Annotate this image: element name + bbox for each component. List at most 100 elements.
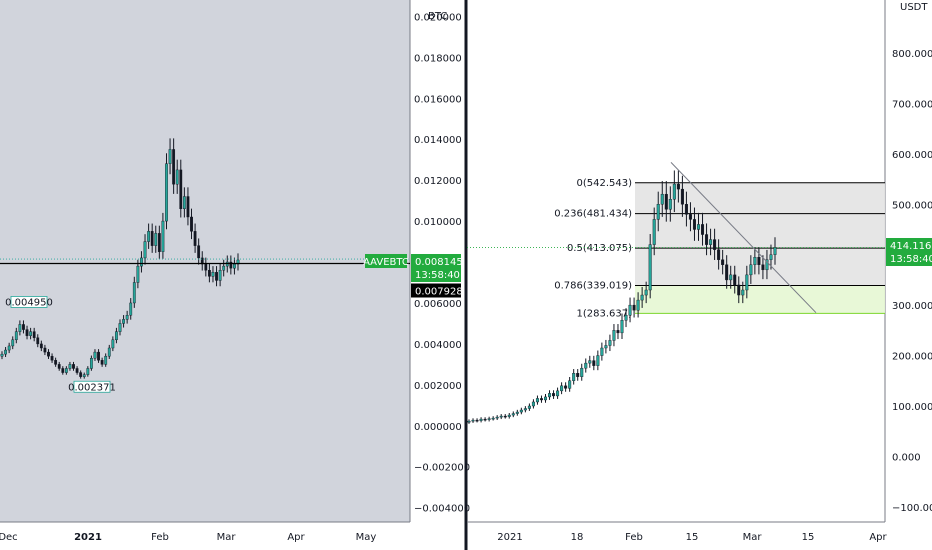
left-x-tick-label: Dec (0, 532, 18, 543)
left-candle-body (222, 265, 226, 271)
left-candle-body (172, 149, 176, 185)
hline-price-tag: 0.007928 (415, 286, 463, 297)
fib-zone (635, 248, 885, 286)
right-candle-body (487, 418, 491, 420)
left-candle-body (11, 339, 15, 347)
right-candle-body (709, 239, 713, 245)
right-candle-body (592, 360, 596, 366)
symbol-tag-box (365, 254, 407, 268)
fib-level-label: 0(542.543) (576, 178, 632, 189)
right-candle-body (507, 414, 511, 417)
right-candle-body (552, 393, 556, 397)
right-candle-body (684, 204, 688, 215)
right-candle-body (636, 299, 640, 311)
left-candle-body (29, 331, 33, 336)
right-candle-body (697, 224, 701, 230)
right-candle-body (749, 264, 753, 276)
left-y-tick-label: 0.020000 (414, 12, 462, 23)
right-candle-body (688, 214, 692, 220)
left-candle-body (22, 324, 25, 330)
right-x-tick-label: Mar (743, 532, 763, 543)
left-candle-body (7, 345, 11, 351)
right-y-tick-label: 300.000 (892, 301, 932, 312)
right-candle-body (761, 264, 765, 271)
left-candle-body (207, 270, 211, 277)
left-candle-body (68, 364, 72, 369)
left-candle-body (161, 220, 165, 252)
left-candle-body (211, 272, 215, 277)
right-y-tick-label: 0.000 (892, 452, 921, 463)
left-x-tick-label: Mar (217, 532, 237, 543)
right-candle-body (737, 284, 741, 296)
left-candle-body (82, 374, 86, 377)
fib-level-label: 1(283.637) (576, 308, 632, 319)
right-x-tick-label: 18 (571, 532, 584, 543)
left-candle-body (39, 343, 43, 349)
right-candle-body (556, 390, 560, 397)
left-candle-body (75, 368, 79, 373)
right-candle-body (705, 234, 709, 245)
left-candle-body (32, 331, 36, 338)
right-candle-body (729, 274, 733, 281)
left-y-tick-label: 0.016000 (414, 94, 462, 105)
right-candle-body (672, 183, 676, 200)
right-candle-body (765, 259, 769, 271)
left-candle-body (100, 360, 104, 365)
fib-level-label: 0.786(339.019) (554, 280, 632, 291)
left-candle-body (64, 368, 68, 373)
right-candle-body (769, 254, 773, 260)
symbol-tag: AAVEBTC (363, 257, 409, 268)
right-candle-body (539, 398, 543, 401)
right-candle-body (676, 183, 680, 190)
right-candle-body (483, 418, 487, 421)
right-candle-body (616, 330, 620, 334)
low-price-label-box (73, 380, 111, 393)
right-candle-body (479, 418, 483, 421)
left-countdown: 13:58:40 (415, 270, 460, 281)
fib-level-label: 0.5(413.075) (567, 243, 632, 254)
right-x-tick-label: Feb (625, 532, 643, 543)
right-candle-body (568, 380, 572, 389)
left-candle-body (129, 302, 133, 316)
left-x-tick-label: Apr (287, 532, 305, 543)
right-candle-body (515, 411, 519, 414)
right-candle-body (757, 257, 761, 265)
left-candle-body (204, 263, 208, 271)
left-candle-body (47, 351, 50, 357)
right-candle-body (596, 355, 600, 366)
left-candle-body (104, 355, 108, 365)
left-candle-body (175, 169, 179, 185)
right-candle-body (600, 347, 604, 356)
right-x-tick-label: 15 (686, 532, 699, 543)
left-y-tick-label: 0.006000 (414, 299, 462, 310)
right-currency-label: USDT (900, 2, 928, 13)
left-candle-body (165, 163, 168, 222)
right-candle-body (741, 289, 745, 296)
right-candle-body (745, 274, 749, 291)
left-candle-body (57, 364, 61, 369)
right-last-price-tag-box (886, 238, 932, 266)
left-y-tick-label: 0.010000 (414, 217, 462, 228)
left-candle-body (72, 364, 75, 369)
left-candle-body (154, 233, 158, 246)
right-candle-body (604, 345, 608, 349)
right-x-tick-label: Apr (869, 532, 887, 543)
left-x-tick-label: May (356, 532, 377, 543)
right-y-tick-label: 700.000 (892, 99, 932, 110)
right-candle-body (475, 419, 479, 422)
hline-price-tag-box (411, 283, 461, 298)
left-candle-body (182, 196, 186, 210)
right-candle-body (572, 373, 576, 381)
right-y-tick-label: 500.000 (892, 200, 932, 211)
left-candle-body (61, 368, 65, 373)
left-candle-body (14, 331, 18, 341)
left-candle-body (157, 233, 161, 252)
right-candle-body (733, 274, 737, 286)
right-y-tick-label: 100.000 (892, 402, 932, 413)
high-price-label-box (10, 296, 48, 308)
right-candle-body (576, 373, 580, 377)
right-candle-body (692, 219, 696, 230)
left-y-tick-label: −0.002000 (414, 463, 470, 474)
left-y-tick-label: 0.014000 (414, 135, 462, 146)
